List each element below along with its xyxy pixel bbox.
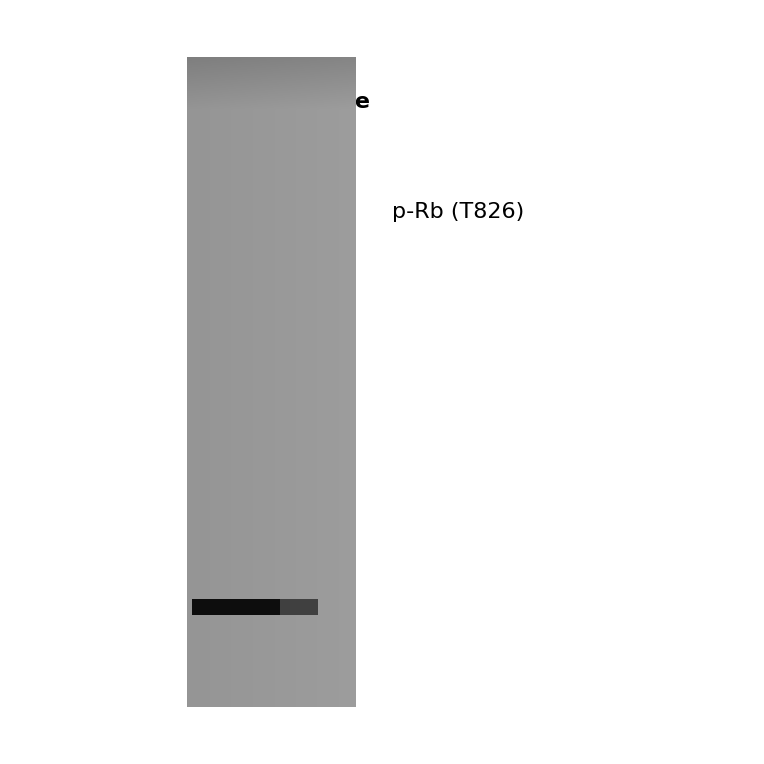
- Text: 55: 55: [201, 311, 221, 325]
- Text: p-Rb (T826): p-Rb (T826): [392, 202, 524, 222]
- Text: 35: 35: [201, 405, 221, 419]
- Text: 25: 25: [201, 455, 221, 470]
- FancyBboxPatch shape: [193, 599, 319, 616]
- Text: 40: 40: [201, 370, 221, 384]
- Text: RAT-musle: RAT-musle: [241, 92, 371, 112]
- FancyBboxPatch shape: [280, 599, 319, 616]
- Text: 100: 100: [190, 205, 221, 220]
- Text: 70: 70: [201, 264, 221, 279]
- Text: 130: 130: [191, 176, 221, 190]
- Text: 15: 15: [201, 593, 221, 608]
- Text: 170: 170: [190, 146, 221, 161]
